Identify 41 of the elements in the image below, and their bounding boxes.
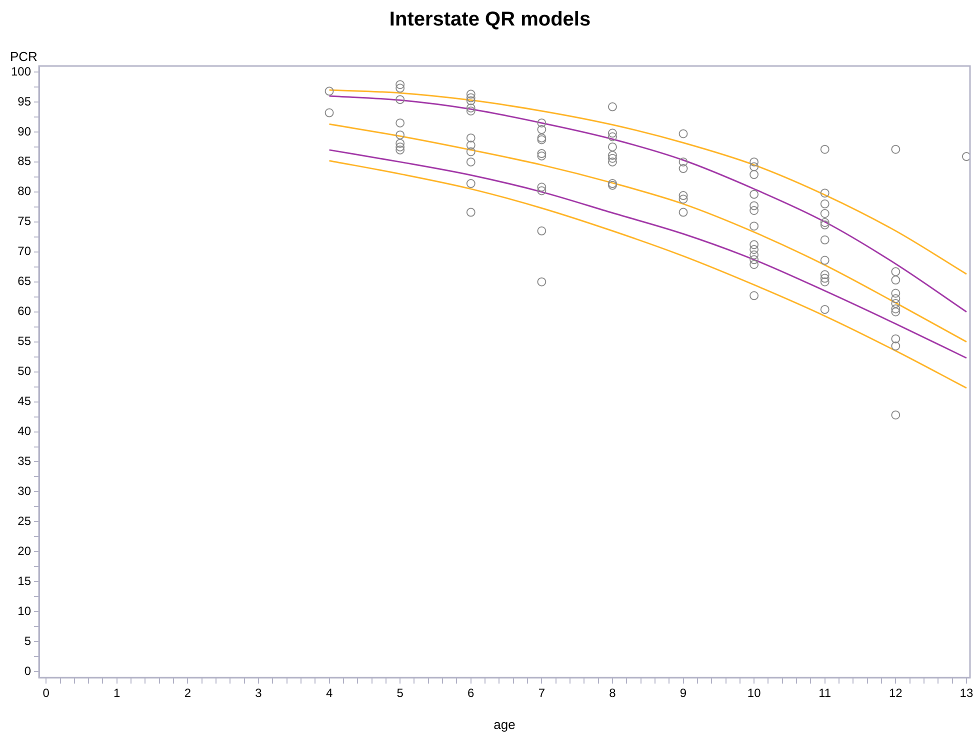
y-tick-label: 90 [18, 124, 32, 138]
y-tick-label: 20 [18, 544, 32, 558]
y-tick-label: 0 [24, 664, 32, 678]
x-tick-label: 10 [747, 686, 762, 700]
y-tick-label: 95 [18, 94, 32, 108]
y-tick-label: 45 [18, 394, 32, 408]
y-tick-label: 10 [18, 604, 32, 618]
x-tick-label: 3 [255, 686, 262, 700]
x-tick-label: 12 [888, 686, 903, 700]
x-tick-label: 2 [184, 686, 192, 700]
line-series [328, 123, 968, 343]
y-axis-title: PCR [10, 49, 38, 64]
y-tick-label: 75 [18, 214, 32, 228]
x-tick-label: 8 [609, 686, 616, 700]
x-tick-label: 5 [396, 686, 404, 700]
x-tick-label: 9 [680, 686, 687, 700]
x-tick-label: 1 [114, 686, 121, 700]
x-tick-label: 7 [538, 686, 546, 700]
x-axis-title: age [494, 717, 516, 732]
y-tick-label: 25 [18, 514, 32, 528]
x-tick-label: 0 [42, 686, 50, 700]
y-tick-label: 65 [18, 274, 32, 288]
x-tick-label: 6 [468, 686, 475, 700]
y-tick-label: 60 [18, 304, 32, 318]
y-tick-label: 55 [18, 334, 32, 348]
y-tick-label: 15 [18, 574, 32, 588]
y-tick-label: 100 [10, 64, 32, 78]
y-tick-label: 30 [18, 484, 32, 498]
y-tick-label: 70 [18, 244, 32, 258]
line-series [328, 149, 968, 359]
y-tick-label: 5 [24, 634, 32, 648]
x-tick-label: 11 [818, 686, 832, 700]
y-tick-label: 40 [18, 424, 32, 438]
y-tick-label: 50 [18, 364, 32, 378]
x-tick-label: 13 [960, 686, 974, 700]
y-tick-label: 85 [18, 154, 32, 168]
y-tick-label: 35 [18, 454, 32, 468]
y-tick-label: 80 [18, 184, 32, 198]
chart-title: Interstate QR models [389, 8, 591, 31]
line-series [328, 160, 968, 389]
x-tick-label: 4 [326, 686, 333, 700]
